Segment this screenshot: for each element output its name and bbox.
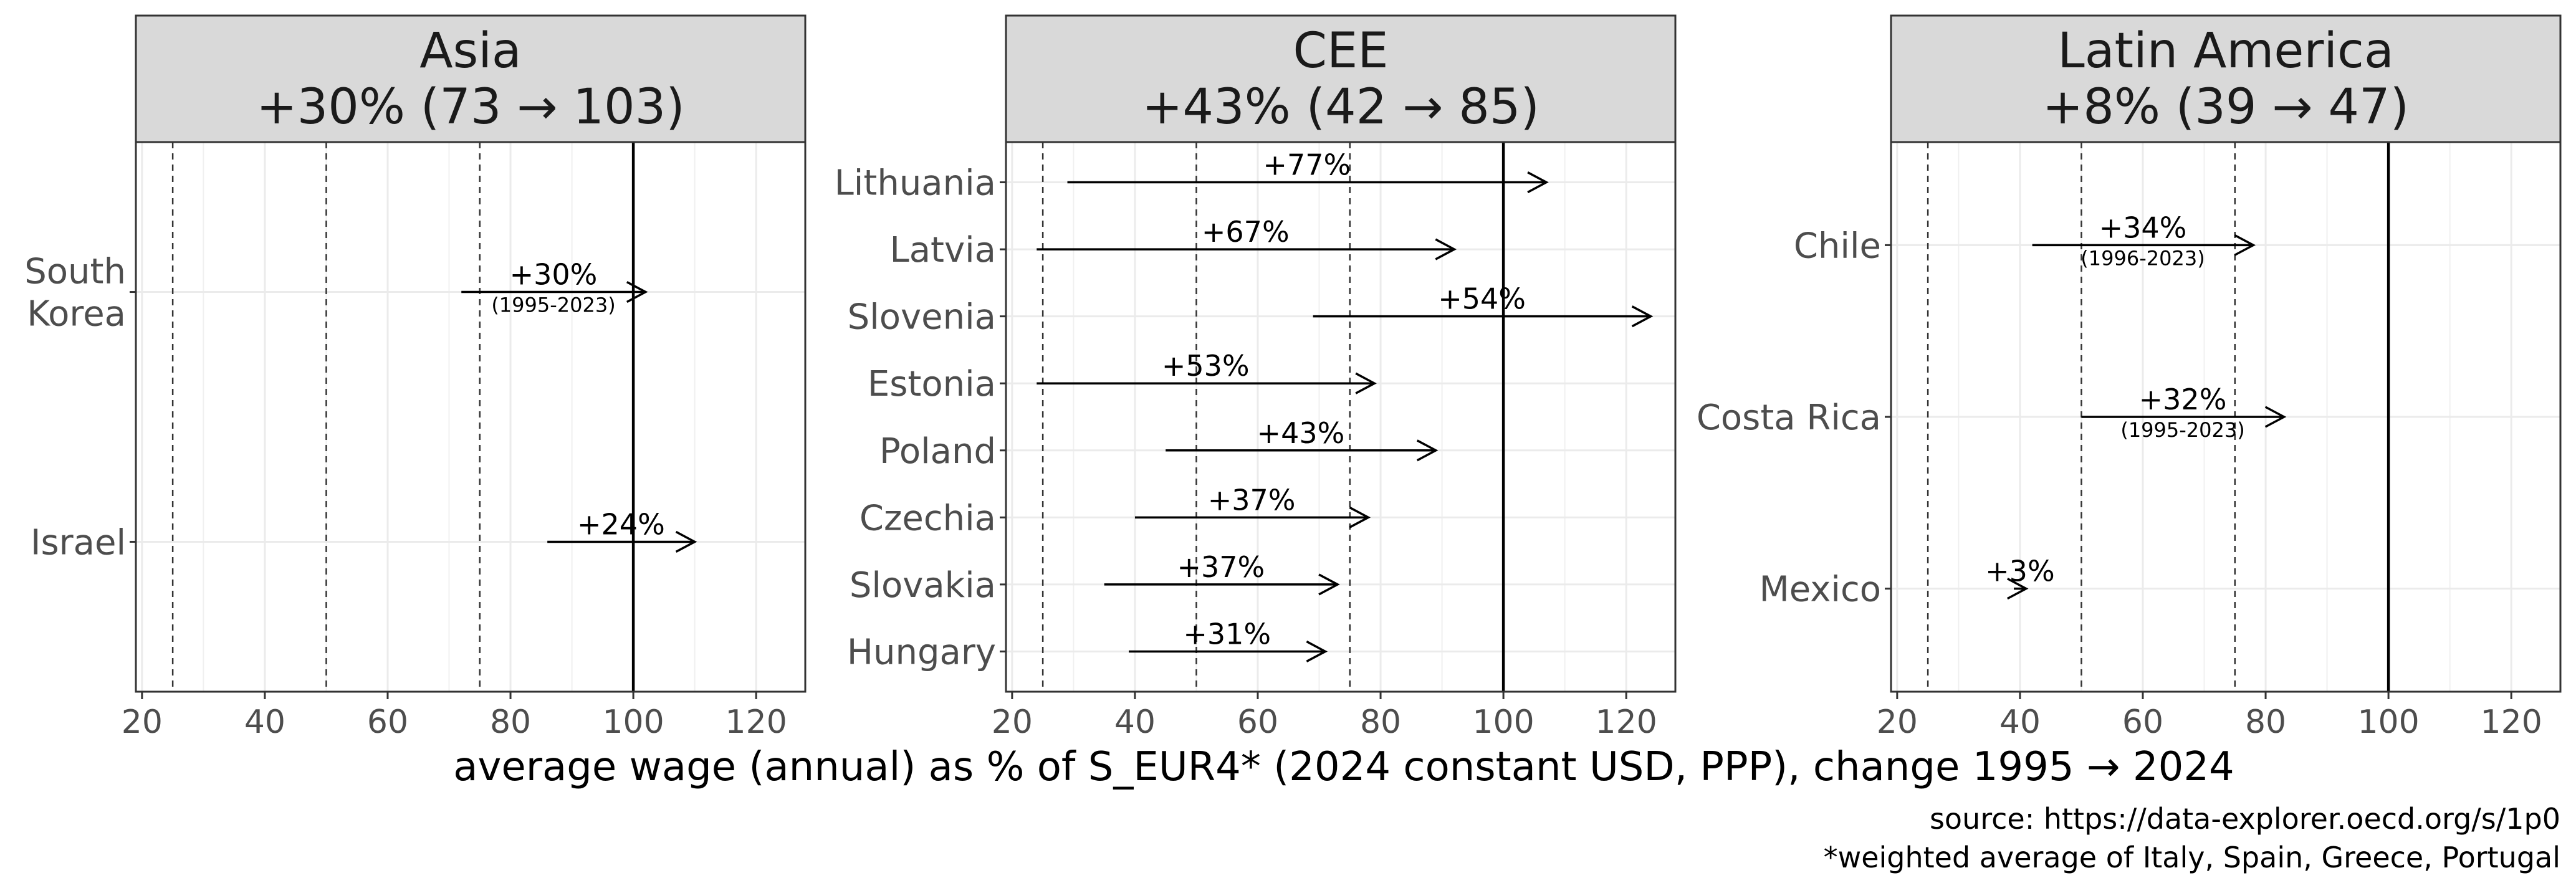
x-tick-label: 100 <box>1472 704 1534 741</box>
panels: +30%(1995-2023)South Korea+24%IsraelAsia+… <box>24 14 2562 741</box>
category-label: Czechia <box>859 498 996 538</box>
category-label: South Korea <box>24 252 126 335</box>
arrow-head <box>1306 640 1328 663</box>
x-tick-label: 80 <box>2245 704 2286 741</box>
x-tick-label: 60 <box>2122 704 2163 741</box>
arrow-head <box>1349 506 1371 528</box>
arrow-head <box>675 530 697 553</box>
arrow-head <box>626 281 648 303</box>
x-tick-label: 60 <box>1237 704 1278 741</box>
x-tick-label: 20 <box>992 704 1033 741</box>
x-tick-label: 120 <box>2481 704 2542 741</box>
arrow-head <box>1435 238 1457 260</box>
x-tick-label: 20 <box>122 704 163 741</box>
panel-0: +30%(1995-2023) South Korea +24% Israel Asia+… <box>24 14 807 741</box>
year-range-label: (1995-2023) <box>2120 418 2244 442</box>
pct-label: +3% <box>1985 555 2055 588</box>
pct-label: +31% <box>1183 617 1271 651</box>
arrow-head <box>1416 439 1439 462</box>
pct-label: +30% <box>510 258 598 292</box>
panel-strip <box>1005 14 1677 143</box>
pct-label: +37% <box>1177 550 1265 584</box>
pct-label: +53% <box>1162 349 1250 383</box>
x-tick-label: 40 <box>1114 704 1156 741</box>
category-label: Chile <box>1794 226 1881 266</box>
panel-subtitle: +8% (39 → 47) <box>2042 79 2409 135</box>
pct-label: +67% <box>1202 215 1290 249</box>
year-range-label: (1995-2023) <box>491 294 615 317</box>
panel-border <box>135 141 807 693</box>
pct-label: +43% <box>1257 416 1345 450</box>
pct-label: +24% <box>577 507 665 541</box>
x-tick-label: 120 <box>1596 704 1657 741</box>
panel-title: Asia <box>419 23 521 79</box>
category-label: Latvia <box>890 230 997 270</box>
year-range-label: (1996-2023) <box>2080 246 2205 270</box>
x-tick-label: 120 <box>725 704 787 741</box>
arrow-head <box>2234 234 2256 256</box>
panel-subtitle: +30% (73 → 103) <box>256 79 684 135</box>
x-tick-label: 80 <box>1360 704 1401 741</box>
panel-strip <box>1890 14 2562 143</box>
pct-label: +32% <box>2139 383 2227 416</box>
panel-1: +77% Lithuania +67% Latvia +54% Slovenia +53% E… <box>835 14 1677 741</box>
panel-subtitle: +43% (42 → 85) <box>1142 79 1539 135</box>
x-tick-label: 60 <box>367 704 408 741</box>
x-tick-label: 40 <box>244 704 285 741</box>
x-tick-label: 40 <box>1999 704 2041 741</box>
category-label: Poland <box>879 431 996 472</box>
x-tick-label: 100 <box>2357 704 2419 741</box>
x-axis-title: average wage (annual) as % of S_EUR4* (2… <box>453 744 2234 790</box>
category-label: Lithuania <box>835 163 996 204</box>
panel-strip <box>135 14 807 143</box>
x-tick-label: 80 <box>490 704 531 741</box>
category-label: Estonia <box>868 364 996 404</box>
arrow-head <box>1527 171 1549 194</box>
x-tick-label: 100 <box>602 704 664 741</box>
pct-label: +54% <box>1438 282 1526 316</box>
panel-title: Latin America <box>2057 23 2394 79</box>
arrow-head <box>1355 372 1377 394</box>
arrow-head <box>1631 305 1654 328</box>
category-label: Mexico <box>1759 570 1881 610</box>
category-label: Hungary <box>847 632 996 672</box>
pct-label: +34% <box>2099 211 2187 244</box>
panel-2: +34%(1996-2023) Chile +32%(1995-2023) Costa… <box>1697 14 2562 741</box>
panel-title: CEE <box>1293 23 1388 79</box>
arrow-head <box>1318 573 1340 596</box>
arrow-head <box>2006 578 2029 600</box>
category-label: Costa Rica <box>1697 398 1881 438</box>
caption-footnote: *weighted average of Italy, Spain, Greec… <box>1824 841 2560 874</box>
pct-label: +77% <box>1263 148 1351 182</box>
arrow-head <box>2264 406 2287 428</box>
caption-source: source: https://data-explorer.oecd.org/s… <box>1930 802 2560 836</box>
category-label: Slovakia <box>850 565 996 606</box>
category-label: Slovenia <box>848 297 996 338</box>
pct-label: +37% <box>1208 483 1296 517</box>
category-label: Israel <box>31 522 126 563</box>
x-tick-label: 20 <box>1877 704 1918 741</box>
